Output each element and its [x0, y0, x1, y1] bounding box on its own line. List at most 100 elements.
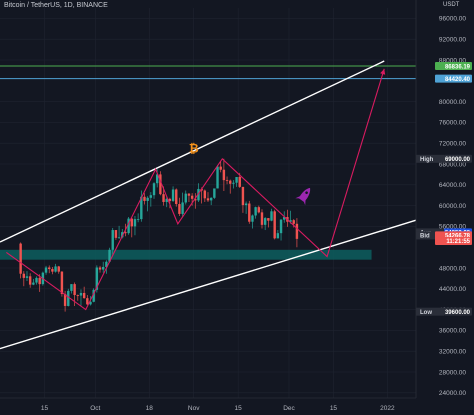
candle-body [187, 193, 191, 196]
candle-body [44, 267, 48, 273]
candle-body [295, 223, 299, 239]
candle-body [111, 230, 114, 250]
time-axis-background [0, 398, 474, 415]
candle-body [254, 207, 257, 216]
price-tag-value: 69000.00 [445, 157, 471, 163]
candle-body [213, 188, 216, 198]
candle-body [32, 282, 35, 285]
candle-body [178, 204, 181, 214]
candle-body [67, 290, 70, 306]
candle-body [241, 186, 245, 206]
candle-body [155, 174, 159, 184]
candle-body [114, 230, 118, 238]
candle-body [136, 219, 140, 220]
arrow-head [380, 68, 386, 75]
candle-body [89, 301, 92, 305]
candle-body [82, 292, 86, 299]
currency-label: USDT [443, 2, 460, 8]
time-tick-label: Nov [188, 405, 200, 412]
candle-body [105, 261, 108, 267]
price-tag-value-bg [444, 307, 472, 316]
candle-body [276, 233, 280, 239]
candle-body [101, 266, 105, 270]
candle-body [279, 219, 283, 234]
price-tick-label: 96000.00 [439, 16, 466, 23]
price-tag-value: 11:21:55 [446, 239, 470, 245]
candle-body [130, 218, 133, 227]
candle-body [225, 180, 229, 181]
price-tag-label-bg [416, 231, 444, 240]
candle-body [219, 166, 222, 170]
price-tag-value-bg [435, 74, 472, 83]
time-tick-label: 15 [235, 405, 243, 412]
candle-body [168, 198, 172, 201]
candle-body [133, 219, 137, 227]
candle-body [194, 198, 197, 201]
candle-body [216, 166, 219, 189]
annotations: ₿ [189, 141, 311, 206]
candle-body [28, 276, 32, 285]
candle-body [127, 218, 130, 234]
candle-body [292, 220, 295, 224]
time-tick-label: 15 [41, 405, 49, 412]
price-tag-value: 86836.19 [445, 64, 471, 70]
chart-title: Bitcoin / TetherUS, 1D, BINANCE [4, 2, 108, 9]
price-tag-label: High [420, 157, 434, 163]
candle-body [35, 277, 38, 283]
candle-body [63, 294, 67, 306]
candle-body [19, 243, 22, 274]
candle-body [73, 284, 76, 296]
candle-body [171, 189, 175, 201]
candle-body [152, 183, 156, 196]
candle-body [108, 249, 111, 262]
price-tick-label: 36000.00 [439, 328, 466, 335]
candle-body [143, 196, 146, 201]
candle-body [95, 267, 99, 290]
candle-body [51, 269, 54, 272]
price-tags: 86836.1984420.40High69000.00Avg54853.68A… [416, 62, 472, 316]
price-tag-label: Low [420, 310, 432, 316]
candle-body [86, 298, 89, 305]
candle-body [263, 218, 267, 225]
price-tick-label: 44000.00 [439, 286, 466, 293]
time-axis[interactable]: 15 Oct 18 Nov 15 Dec 15 2022 [0, 397, 474, 415]
price-tick-label: 60000.00 [439, 203, 466, 210]
price-tag-value-bg [435, 62, 472, 71]
candle-body [162, 194, 165, 202]
price-tag-value: 54266.78 [445, 234, 471, 240]
price-tick-label: 56000.00 [439, 224, 466, 231]
support-zone [0, 249, 372, 260]
candle-body [38, 277, 41, 285]
time-tick-label: 18 [146, 405, 154, 412]
time-tick-label: 15 [330, 405, 338, 412]
price-tag-value: 84420.40 [445, 77, 471, 83]
price-tick-label: 80000.00 [439, 99, 466, 106]
time-tick-label: 2022 [380, 405, 395, 412]
price-tick-label: 32000.00 [439, 349, 466, 356]
candle-body [203, 190, 207, 199]
candle-body [92, 289, 95, 302]
time-tick-label: Dec [283, 405, 295, 412]
candle-body [206, 198, 210, 201]
candle-body [159, 174, 162, 195]
candle-body [70, 284, 73, 291]
candle-body [22, 273, 26, 278]
candle-body [238, 177, 241, 187]
candle-body [57, 266, 60, 272]
candle-body [149, 195, 153, 198]
candle-body [267, 218, 270, 221]
price-tag-value-bg [435, 236, 472, 245]
candle-body [165, 198, 168, 202]
price-tick-label: 48000.00 [439, 265, 466, 272]
time-tick-label: Oct [90, 405, 100, 412]
price-tick-label: 92000.00 [439, 37, 466, 44]
price-tick-label: 88000.00 [439, 57, 466, 64]
candle-body [48, 267, 51, 270]
candle-body [25, 276, 29, 278]
price-tag-value-bg [444, 154, 472, 163]
candle-body [283, 217, 286, 220]
candle-body [184, 193, 187, 203]
price-tick-label: 68000.00 [439, 161, 466, 168]
